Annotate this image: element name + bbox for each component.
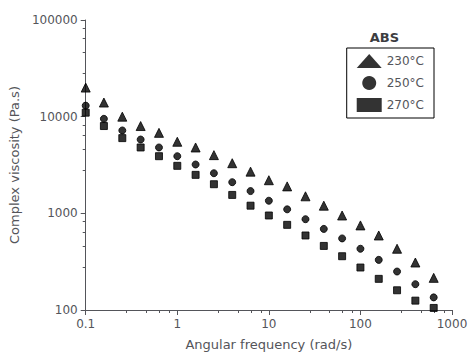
svg-text:0.1: 0.1 <box>76 317 95 331</box>
svg-text:10: 10 <box>261 317 276 331</box>
svg-text:Angular frequency (rad/s): Angular frequency (rad/s) <box>185 337 352 352</box>
svg-text:1: 1 <box>173 317 181 331</box>
svg-text:100000: 100000 <box>32 13 78 27</box>
svg-text:10000: 10000 <box>40 110 78 124</box>
svg-text:100: 100 <box>55 303 78 317</box>
svg-text:270°C: 270°C <box>387 98 424 112</box>
svg-text:230°C: 230°C <box>387 54 424 68</box>
svg-text:1000: 1000 <box>437 317 468 331</box>
svg-text:Complex viscosity (Pa.s): Complex viscosity (Pa.s) <box>7 86 22 244</box>
svg-text:250°C: 250°C <box>387 76 424 90</box>
svg-text:1000: 1000 <box>47 206 78 220</box>
svg-text:100: 100 <box>349 317 372 331</box>
svg-text:ABS: ABS <box>370 30 399 45</box>
